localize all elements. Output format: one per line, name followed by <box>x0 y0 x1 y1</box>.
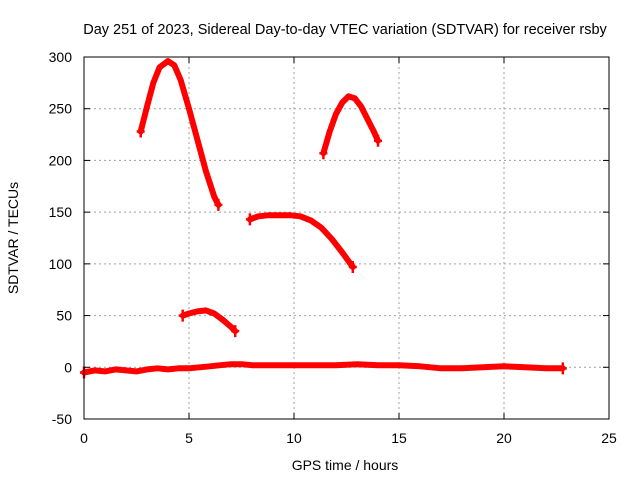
x-tick-label: 10 <box>286 430 302 446</box>
x-tick-label: 20 <box>496 430 512 446</box>
series-end-marker <box>319 147 328 160</box>
y-tick-label: 150 <box>49 204 73 220</box>
series-end-marker <box>178 309 187 322</box>
y-tick-label: 50 <box>56 308 72 324</box>
grid-lines <box>84 57 609 419</box>
series-end-marker <box>214 198 223 211</box>
series-arc-2 <box>179 307 239 335</box>
y-tick-label: 250 <box>49 101 73 117</box>
series-end-marker <box>245 213 254 226</box>
series-end-marker <box>558 362 567 375</box>
series-arc-3 <box>246 212 356 270</box>
x-tick-label: 5 <box>185 430 193 446</box>
tick-labels: 0 5 10 15 20 25 -50 0 50 100 150 200 250 300 <box>49 49 617 446</box>
y-tick-label: 200 <box>49 152 73 168</box>
x-tick-label: 15 <box>391 430 407 446</box>
y-tick-label: 0 <box>64 359 72 375</box>
y-tick-label: 100 <box>49 256 73 272</box>
chart-title: Day 251 of 2023, Sidereal Day-to-day VTE… <box>83 22 607 38</box>
series-end-marker <box>231 325 240 338</box>
data-series <box>80 58 567 379</box>
series-arc-4 <box>320 93 381 157</box>
series-end-marker <box>374 134 382 147</box>
x-tick-label: 0 <box>80 430 88 446</box>
series-end-marker <box>348 260 357 273</box>
series-arc-1 <box>137 58 222 208</box>
y-axis-label: SDTVAR / TECUs <box>5 182 21 294</box>
y-tick-label: 300 <box>49 49 73 65</box>
x-axis-label: GPS time / hours <box>292 457 399 473</box>
plot-frame <box>83 56 610 420</box>
series-baseline <box>81 361 566 376</box>
series-end-marker <box>136 125 145 138</box>
y-tick-label: -50 <box>52 411 72 427</box>
x-tick-label: 25 <box>601 430 617 446</box>
